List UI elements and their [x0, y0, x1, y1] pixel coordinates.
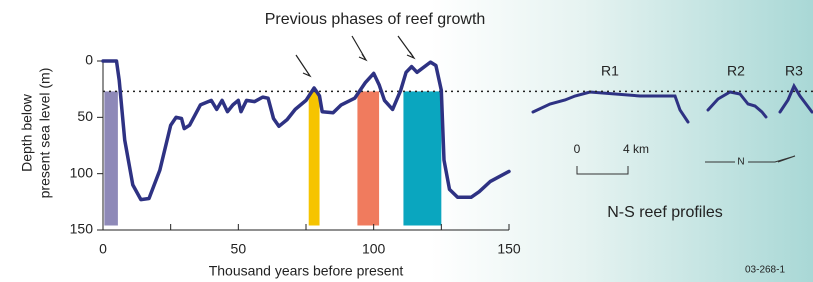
- profile-label: R3: [785, 63, 803, 79]
- profile-label: R2: [727, 63, 745, 79]
- y-tick-label: 0: [85, 52, 93, 68]
- chart-title: Previous phases of reef growth: [265, 11, 486, 28]
- profile-label: R1: [601, 63, 619, 79]
- figure-id: 03-268-1: [745, 265, 785, 276]
- y-tick-label: 100: [70, 164, 94, 180]
- y-label: present sea level (m): [37, 68, 53, 199]
- x-tick-label: 0: [99, 241, 107, 257]
- scale-label: 0: [574, 142, 581, 156]
- caption: N-S reef profiles: [607, 204, 723, 221]
- background: [430, 0, 813, 282]
- north-label: N: [737, 157, 744, 168]
- y-label: Depth below: [19, 93, 35, 172]
- arrows: [296, 36, 414, 76]
- reef-phase-bar: [357, 91, 379, 225]
- scale-label: 4 km: [623, 142, 649, 156]
- x-tick-label: 100: [362, 241, 386, 257]
- x-label: Thousand years before present: [209, 263, 404, 279]
- reef-phase-bar: [309, 91, 320, 225]
- x-tick-label: 50: [231, 241, 247, 257]
- reef-phase-bar: [104, 91, 118, 225]
- x-tick-label: 150: [497, 241, 521, 257]
- y-tick-label: 150: [70, 221, 94, 237]
- reef-phase-bar: [403, 91, 441, 225]
- chart: Previous phases of reef growth Depth bel…: [0, 0, 813, 282]
- y-tick-label: 50: [77, 108, 93, 124]
